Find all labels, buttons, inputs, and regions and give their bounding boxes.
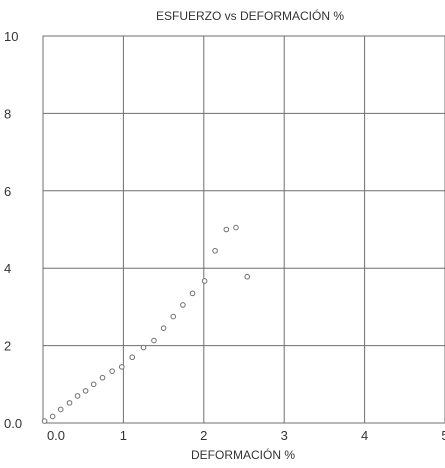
data-point [90,381,97,388]
data-point [189,290,196,297]
y-tick-label: 8 [4,106,11,121]
y-tick-label: 0.0 [4,416,22,431]
y-tick-label: 4 [4,261,11,276]
data-point [66,400,73,406]
data-point [151,337,157,344]
data-point [160,325,167,331]
data-point [99,374,106,381]
data-point [82,388,89,394]
chart-title: ESFUERZO vs DEFORMACIÓN % [156,8,344,23]
axis-ticks: 0.0 1 2 3 4 5 0.0 2 4 6 8 10 [4,29,445,443]
plot-frame [42,35,445,424]
data-point [41,418,48,424]
data-point [212,247,218,254]
data-point [223,226,230,233]
x-tick-label: 5 [441,428,445,443]
data-points [41,224,251,424]
data-point [201,278,208,284]
data-point [170,313,177,320]
x-tick-label: 4 [361,428,368,443]
x-tick-label: 1 [120,428,127,443]
data-point [118,364,125,370]
data-point [180,302,186,308]
data-point [244,273,251,280]
y-tick-label: 10 [4,29,18,44]
data-point [74,393,81,399]
x-axis-label: DEFORMACIÓN % [191,447,295,462]
plot-grid [42,35,445,424]
x-tick-label: 3 [281,428,288,443]
x-tick-label: 2 [200,428,207,443]
x-tick-label: 0.0 [47,428,65,443]
y-tick-label: 2 [4,339,11,354]
data-point [129,354,136,361]
data-point [140,344,147,351]
data-point [109,368,115,374]
data-point [49,413,56,420]
data-point [233,224,239,231]
data-point [57,406,64,413]
y-tick-label: 6 [4,184,11,199]
